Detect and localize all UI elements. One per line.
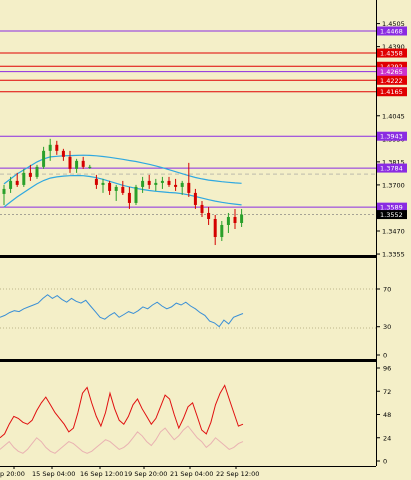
level-badge-label: 1.3784 [380,165,403,173]
candle-body [134,186,138,203]
candle-body [187,182,191,193]
level-badge [377,210,407,220]
candle-body [94,178,98,185]
osc1-tick-label: 0 [383,352,387,360]
level-badge [377,48,407,58]
oscillator2-faint-line [0,425,244,454]
candle-body [200,204,204,213]
candle-body [127,192,131,203]
candle-body [226,216,230,225]
time-tick-label: p 20:00 [0,470,25,478]
price-tick-label: 1.3815 [382,158,405,166]
candle-body [240,214,244,223]
level-badge [377,163,407,173]
oscillator-panel-2[interactable]: 96 72 48 24 0 [0,365,391,466]
time-tick-label: 22 Sep 12:00 [216,470,259,478]
price-tick-label: 1.3470 [382,228,405,236]
candle-body [55,144,59,151]
panel-separator-1[interactable] [0,255,376,258]
panel-separator-2[interactable] [0,359,376,362]
price-axis-line [376,0,377,466]
candle-body [220,224,224,238]
candle-body [48,144,52,151]
candle-body [101,182,105,185]
candle-body [121,186,125,193]
candle-body [68,156,72,169]
level-badge [377,87,407,97]
level-badge-label: 1.3943 [380,133,403,141]
level-badge [377,131,407,141]
candle-body [141,180,145,187]
price-panel[interactable] [0,30,376,246]
horizontal-levels [0,30,376,215]
candle-body [233,216,237,223]
level-badge-label: 1.4468 [380,28,403,36]
candle-body [9,180,13,189]
candle-body [22,172,26,185]
price-tick-label: 1.3700 [382,181,405,189]
candle-body [213,218,217,238]
candle-body [15,180,19,185]
candle-body [114,186,118,191]
level-badge [377,61,407,71]
price-tick-label: 1.4505 [382,20,405,28]
time-axis-line [0,466,376,467]
time-axis: p 20:00 15 Sep 04:00 16 Sep 12:00 19 Sep 20… [0,466,259,478]
candle-body [75,160,79,169]
level-badge [377,202,407,212]
candle-body [88,166,92,168]
candlestick-series [2,138,244,246]
level-badge-label: 1.4265 [380,68,403,76]
oscillator2-axis: 96 72 48 24 0 [376,365,391,466]
candle-body [147,180,151,185]
oscillator1-axis: 70 30 0 [376,286,391,360]
oscillator-panel-1[interactable]: 70 30 0 [0,286,391,360]
candle-body [28,172,32,177]
level-badge-label: 1.4165 [380,88,403,96]
level-badge [377,67,407,77]
candle-body [207,212,211,219]
candle-body [2,188,6,194]
level-badge-label: 1.4292 [380,63,403,71]
level-badge [377,75,407,85]
osc2-tick-label: 0 [383,458,387,466]
candle-body [160,180,164,183]
time-tick-label: 15 Sep 04:00 [32,470,75,478]
candle-body [167,180,171,185]
oscillator2-line [0,384,244,439]
candle-body [174,184,178,187]
candle-body [35,166,39,177]
level-badge-label: 1.4358 [380,50,403,58]
candle-body [81,160,85,167]
level-badge-label: 1.3589 [380,204,403,212]
time-tick-label: 21 Sep 04:00 [170,470,213,478]
level-badge [377,26,407,36]
price-tick-label: 1.4390 [382,43,405,51]
price-tick-label: 1.4045 [382,112,405,120]
time-tick-label: 16 Sep 12:00 [80,470,123,478]
candle-body [108,182,112,191]
candle-body [154,182,158,185]
osc2-tick-label: 72 [383,388,391,396]
candle-body [193,192,197,205]
candle-body [61,150,65,157]
candle-body [180,182,184,187]
price-tick-label: 1.3355 [382,251,405,259]
level-badge-label: 1.4222 [380,77,403,85]
time-tick-label: 19 Sep 20:00 [124,470,167,478]
osc1-tick-label: 30 [383,323,391,331]
osc2-tick-label: 24 [383,434,391,442]
oscillator1-line [0,294,244,328]
osc2-tick-label: 48 [383,411,391,419]
osc2-tick-label: 96 [383,365,391,373]
level-badge-label: 1.3552 [380,211,403,219]
candle-body [42,150,46,167]
osc1-tick-label: 70 [383,286,391,294]
